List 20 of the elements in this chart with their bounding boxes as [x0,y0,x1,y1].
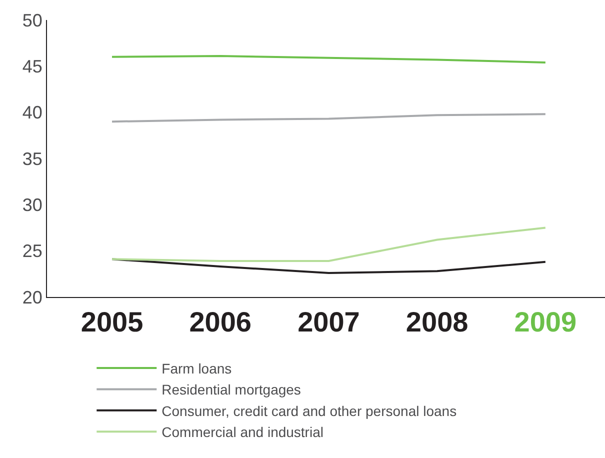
x-tick-label: 2005 [80,306,144,338]
x-tick-label: 2007 [298,306,360,338]
y-tick-label: 25 [22,241,42,262]
line-series [111,113,546,123]
legend-label: Residential mortgages [162,382,301,398]
y-tick-label: 20 [22,287,42,308]
y-tick-label: 45 [22,56,42,76]
legend-label: Farm loans [162,360,232,376]
y-tick-label: 35 [22,148,42,169]
line-series [111,55,546,64]
legend-label: Consumer, credit card and other personal loans [162,402,457,419]
y-tick-label: 50 [22,10,42,30]
x-tick-label: 2008 [406,306,468,338]
x-tick-label: 2009 [514,306,577,338]
x-tick-label: 2006 [189,306,252,338]
y-tick-label: 30 [22,194,42,215]
legend-label: Commercial and industrial [162,424,324,440]
line-series [111,226,546,262]
y-tick-label: 40 [22,102,42,123]
line-series [111,258,546,274]
